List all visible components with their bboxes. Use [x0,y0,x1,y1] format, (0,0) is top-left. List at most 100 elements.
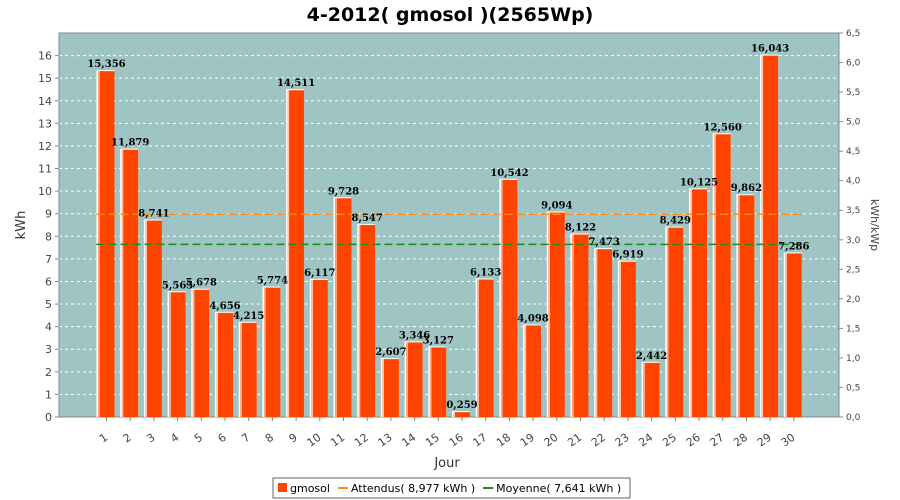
value-label: 3,346 [399,330,430,341]
legend-label-average: Moyenne( 7,641 kWh ) [496,482,621,495]
value-label: 6,133 [470,267,501,278]
x-tick-label: 30 [779,431,798,450]
value-label: 15,356 [87,59,125,70]
x-tick-label: 8 [263,431,276,446]
value-label: 7,473 [589,237,620,248]
x-tick-label: 24 [636,431,655,450]
bar [170,292,186,417]
bar [360,224,376,417]
y2-tick-label: 2,5 [846,265,860,275]
y2-axis-label: kWh/kWp [868,199,881,251]
value-label: 9,094 [541,201,572,212]
y2-tick-label: 3,5 [846,206,860,216]
value-label: 8,429 [660,216,691,227]
y-tick-label: 8 [45,230,52,243]
bar [218,312,233,417]
x-tick-label: 17 [470,431,489,450]
bar [455,412,470,417]
value-label: 8,122 [565,223,596,234]
y2-tick-label: 0,0 [846,413,861,423]
y-tick-label: 7 [45,253,52,266]
bar [620,261,636,417]
bar [383,359,399,417]
plot-area [58,32,840,418]
y-tick-label: 9 [45,208,52,221]
y-tick-label: 13 [38,117,52,130]
value-label: 4,656 [209,301,240,312]
value-label: 8,547 [352,213,383,224]
y-tick-label: 0 [45,411,52,424]
value-label: 6,117 [304,268,335,279]
x-tick-label: 28 [731,431,750,450]
x-tick-label: 9 [287,431,300,446]
x-tick-label: 23 [613,431,632,450]
x-tick-label: 5 [192,431,205,446]
bar [478,279,494,417]
bar [194,289,210,417]
y2-tick-label: 5,0 [846,118,861,128]
y-axis-label: kWh [14,211,29,240]
y-tick-label: 12 [38,140,52,153]
x-tick-label: 11 [328,431,347,450]
value-label: 3,127 [423,335,454,346]
legend-label-gmosol: gmosol [290,482,330,495]
bar [289,90,305,418]
value-label: 9,862 [731,183,762,194]
x-tick-label: 18 [494,431,513,450]
bar [739,195,755,417]
value-label: 2,607 [375,347,406,358]
y2-tick-label: 6,0 [846,59,861,69]
value-label: 4,215 [233,311,264,322]
y-tick-label: 4 [45,321,52,334]
bar [786,253,802,417]
bar [146,220,162,417]
bar [123,149,139,417]
value-label: 10,125 [680,177,718,188]
bar [431,347,447,417]
x-tick-label: 22 [589,431,608,450]
y2-tick-label: 1,5 [846,324,860,334]
y-tick-label: 11 [38,163,52,176]
bar [573,234,589,417]
value-label: 5,774 [257,276,288,287]
bar [312,279,328,417]
x-tick-label: 10 [305,431,324,450]
value-label: 5,678 [186,278,217,289]
x-tick-label: 15 [423,431,442,450]
y-tick-label: 15 [38,72,52,85]
y2-tick-label: 1,0 [846,354,861,364]
value-label: 0,259 [446,400,477,411]
bar [644,362,660,417]
x-tick-label: 16 [447,431,466,450]
value-label: 8,741 [138,209,169,220]
value-label: 14,511 [277,78,315,89]
y2-tick-label: 0,5 [846,383,860,393]
bar [265,287,281,417]
bar [526,325,542,417]
bar [597,249,613,417]
x-tick-label: 14 [399,431,418,450]
chart-title: 4-2012( gmosol )(2565Wp) [307,4,594,26]
y-tick-label: 2 [45,366,52,379]
y2-tick-label: 6,5 [846,29,860,39]
bar [668,227,684,417]
value-label: 6,919 [612,250,643,261]
x-tick-label: 12 [352,431,371,450]
x-tick-label: 26 [684,431,703,450]
y2-tick-label: 3,0 [846,236,861,246]
value-label: 9,728 [328,186,359,197]
value-label: 5,565 [162,280,193,291]
y-tick-label: 1 [45,388,52,401]
x-tick-label: 29 [755,431,774,450]
bar [99,71,115,417]
y-tick-label: 6 [45,275,52,288]
bar [502,179,518,417]
legend-label-expected: Attendus( 8,977 kWh ) [351,482,475,495]
y-tick-label: 16 [38,50,52,63]
legend-box [272,477,631,499]
reference-lines [96,213,804,246]
y2-tick-label: 4,5 [846,147,860,157]
bar [336,198,352,417]
